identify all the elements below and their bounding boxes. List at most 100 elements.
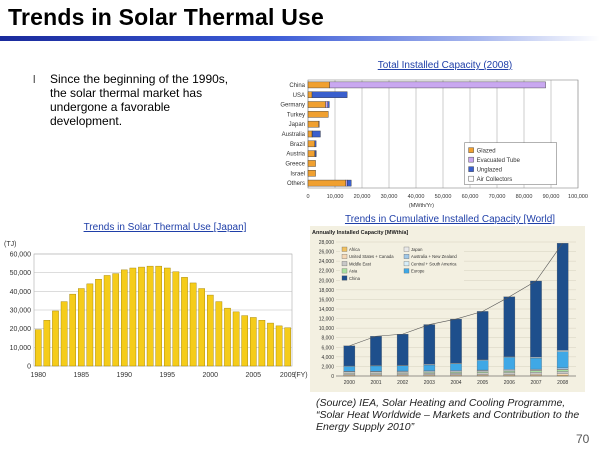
bar-europe [396,365,409,372]
bar-middle-east [396,373,409,375]
capacity-chart-title[interactable]: Total Installed Capacity (2008) [377,60,513,71]
total-trend-line [349,243,563,347]
legend-swatch [403,261,410,267]
y-tick-label: 30,000 [10,308,32,315]
bar-asia [556,369,569,372]
legend-swatch [341,261,348,267]
bar [224,307,231,367]
bar-japan [476,370,489,372]
bar-europe [503,357,516,370]
legend-label: Central + South America [411,261,457,266]
bar [275,325,283,367]
legend-label: Middle East [349,261,372,266]
bar [284,327,291,367]
y-tick-label: 16,000 [319,297,335,303]
bar [181,277,188,367]
bar-unglazed [346,179,352,187]
bar [164,267,171,367]
bar-glazed [307,150,315,157]
bar-glazed [307,120,320,128]
bar-unglazed [311,91,348,98]
bar-asia [503,371,516,373]
x-tick-label: 2008 [557,380,568,386]
bar-europe [530,357,542,370]
bar [86,283,94,367]
bar [250,317,257,367]
bar-unglazed [327,101,330,108]
bar-europe [423,364,436,371]
y-tick-label: 0 [331,374,334,380]
bar [78,288,85,367]
legend-label: Unglazed [477,168,502,174]
x-tick-label: 60,000 [462,194,479,200]
bar [35,329,42,367]
bar-europe [476,360,489,371]
bar-middle-east [503,372,516,375]
bar-japan [370,371,382,374]
category-label: Greece [285,161,305,167]
bar-europe [370,365,382,372]
category-label: Israel [290,171,305,177]
bar-japan [423,371,436,373]
bar-unglazed [314,150,317,157]
legend-swatch [468,156,474,163]
bar-china [503,296,516,357]
legend-swatch [468,175,474,182]
bar-glazed [307,101,326,108]
bar [215,301,223,367]
category-label: USA [293,93,305,99]
legend-swatch [468,147,474,153]
bar-europe [556,351,569,368]
bullet-marker: l [33,74,36,86]
bar-central-south-america [556,350,569,352]
legend-label: Evacuated Tube [477,158,521,164]
x-tick-label: 2007 [530,380,541,386]
y-tick-label: 50,000 [10,270,32,277]
bar [69,293,76,367]
legend-label: Australia + New Zealand [411,254,457,259]
bar-glazed [307,91,313,98]
x-tick-label: 1980 [31,372,47,379]
legend-swatch [403,246,410,252]
x-tick-label: 10,000 [327,194,344,200]
bar [146,265,154,367]
category-label: Austria [286,152,305,158]
source-note: (Source) IEA, Solar Heating and Cooling … [316,397,580,433]
bar [241,315,248,367]
x-tick-label: 30,000 [381,194,398,200]
bar-asia [530,370,542,373]
bar-evacuated-tube [318,120,320,128]
bar [155,265,162,367]
bar-middle-east [476,372,489,375]
y-tick-label: 18,000 [319,288,335,294]
japan-chart-title[interactable]: Trends in Solar Thermal Use [Japan] [83,222,247,233]
y-tick-label: 20,000 [10,326,32,333]
bar-united-states-canada [530,374,542,376]
bar-middle-east [343,373,356,375]
x-tick-label: 70,000 [489,194,506,200]
x-tick-label: 1985 [74,372,90,379]
world-cumulative-capacity-chart: Annually Installed Capacity [MWth/a] 0 2,0… [310,226,585,392]
world-chart-title[interactable]: Trends in Cumulative Installed Capacity … [344,214,556,225]
bar-asia [476,371,489,373]
japan-solar-use-chart: (TJ) 0 10,000 20,000 30,000 40,000 50,000 60,00… [4,241,308,379]
bar-unglazed [312,130,321,138]
x-tick-label: 50,000 [435,194,452,200]
bar [267,322,274,367]
bar-glazed [307,81,330,89]
bar [112,273,119,367]
legend-label: Japan [411,247,423,252]
bar-middle-east [450,373,462,375]
bar-glazed [307,111,329,118]
bar [121,269,128,367]
bar-middle-east [556,371,569,374]
bar-unglazed [314,140,317,148]
bar-united-states-canada [503,374,516,376]
category-label: China [289,83,305,89]
legend-swatch [341,246,348,252]
bar [232,311,240,367]
y-tick-label: 4,000 [321,355,334,361]
y-tick-label: 20,000 [319,278,335,284]
x-tick-label: 2001 [370,380,381,386]
legend-box [340,244,464,282]
